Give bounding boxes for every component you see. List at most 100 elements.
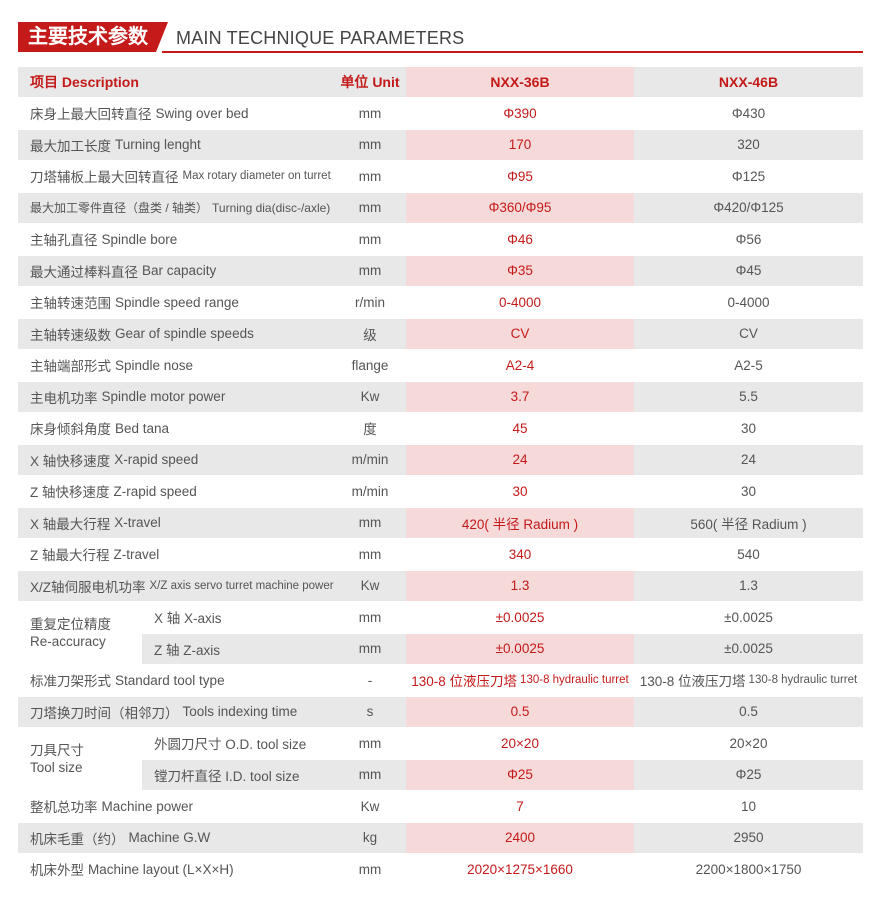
table-row: X 轴 X-axis mm ±0.0025 ±0.0025: [18, 602, 863, 634]
description-cn: X/Z轴伺服电机功率: [30, 579, 146, 595]
description-en: Turning lenght: [115, 137, 201, 153]
row-value-model-a: 130-8 位液压刀塔 130-8 hydraulic turret: [406, 665, 634, 695]
value-text: 45: [512, 420, 528, 436]
table-row: Z 轴最大行程 Z-travel mm 340 540: [18, 539, 863, 571]
description-cn: 标准刀架形式: [30, 674, 111, 690]
description-cn: 整机总功率: [30, 800, 98, 816]
row-description: 标准刀架形式 Standard tool type: [18, 666, 334, 696]
value-text: 0.5: [510, 704, 530, 720]
row-unit: mm: [358, 200, 382, 216]
row-value-model-a: CV: [406, 319, 634, 349]
value-text: Φ430: [731, 105, 766, 121]
description-cn: 主轴端部形式: [30, 359, 111, 375]
row-value-model-a: 420( 半径 Radium ): [406, 508, 634, 538]
row-value-model-b: ±0.0025: [724, 641, 773, 657]
row-unit: Kw: [360, 578, 380, 594]
table-row: 床身上最大回转直径 Swing over bed mm Φ390 Φ430: [18, 98, 863, 130]
value-text: 5.5: [739, 389, 758, 405]
row-unit: mm: [358, 641, 382, 657]
row-description: X/Z轴伺服电机功率 X/Z axis servo turret machine …: [18, 571, 334, 601]
row-unit: mm: [358, 263, 382, 279]
table-row: 主轴孔直径 Spindle bore mm Φ46 Φ56: [18, 224, 863, 256]
value-text: 340: [508, 546, 532, 562]
value-text: 30: [740, 483, 757, 499]
row-value-model-b: 24: [634, 445, 863, 475]
group-label: 刀具尺寸 Tool size: [18, 728, 142, 790]
row-unit: mm: [358, 231, 382, 247]
description-cn: 机床毛重（约）: [30, 831, 125, 847]
description-cn: 主轴转速级数: [30, 327, 111, 343]
description-en: Turning dia(disc-/axle): [212, 200, 331, 215]
value-text: 420( 半径 Radium ): [461, 516, 579, 532]
row-value-model-a: ±0.0025: [406, 634, 634, 664]
parameters-table: 项目 Description 单位 Unit NXX-36B NXX-46B 床…: [18, 67, 863, 886]
table-row: 外圆刀尺寸 O.D. tool size mm 20×20 20×20: [18, 728, 863, 760]
value-text: 10: [740, 798, 757, 814]
title-english: MAIN TECHNIQUE PARAMETERS: [176, 28, 465, 48]
row-unit: mm: [358, 861, 382, 877]
title-underline: [162, 51, 863, 53]
description-cn: 主轴孔直径: [30, 233, 98, 249]
row-description: 床身上最大回转直径 Swing over bed: [18, 99, 334, 129]
row-unit: mm: [358, 609, 382, 625]
row-description: 机床毛重（约） Machine G.W: [18, 823, 334, 853]
value-text: 130-8 位液压刀塔: [411, 674, 518, 690]
row-unit: s: [366, 704, 374, 720]
section-header: 主要技术参数 MAIN TECHNIQUE PARAMETERS: [18, 18, 863, 54]
row-value-model-a: ±0.0025: [406, 602, 634, 632]
row-description: X 轴最大行程 X-travel: [18, 508, 334, 538]
table-row: 最大加工长度 Turning lenght mm 170 320: [18, 130, 863, 162]
description-cn: 床身上最大回转直径: [30, 107, 152, 123]
value-text: 1.3: [510, 578, 530, 594]
value-text: 1.3: [739, 578, 758, 594]
value-note: 130-8 hydraulic turret: [520, 674, 629, 687]
description-cn: 主电机功率: [30, 390, 98, 406]
row-description: 主轴孔直径 Spindle bore: [18, 225, 334, 255]
table-row: 机床毛重（约） Machine G.W kg 2400 2950: [18, 823, 863, 855]
value-text: 560( 半径 Radium ): [690, 516, 807, 532]
value-text: A2-4: [505, 357, 535, 373]
table-header-row: 项目 Description 单位 Unit NXX-36B NXX-46B: [18, 67, 863, 99]
row-sub-description: 外圆刀尺寸 O.D. tool size: [154, 737, 307, 753]
description-en: Gear of spindle speeds: [115, 326, 254, 342]
description-en: Spindle bore: [101, 231, 178, 247]
table-row: 主轴转速级数 Gear of spindle speeds 级 CV CV: [18, 319, 863, 351]
row-value-model-b: 10: [634, 792, 863, 822]
table-row: 主轴转速范围 Spindle speed range r/min 0-4000 0-40…: [18, 287, 863, 319]
row-value-model-b: Φ56: [634, 225, 863, 255]
row-value-model-b: Φ125: [634, 162, 863, 192]
row-sub-description: X 轴 X-axis: [154, 611, 222, 627]
row-value-model-a: Φ95: [406, 161, 634, 191]
group-label-cn: 重复定位精度: [30, 617, 111, 632]
value-text: A2-5: [734, 357, 763, 373]
value-text: Φ420/Φ125: [713, 200, 784, 216]
table-row: 机床外型 Machine layout (L×X×H) mm 2020×1275×16…: [18, 854, 863, 886]
row-description: 主轴转速级数 Gear of spindle speeds: [18, 319, 334, 349]
row-unit: mm: [358, 767, 382, 783]
description-en: Spindle nose: [115, 357, 194, 373]
description-en: Machine layout (L×X×H): [88, 861, 234, 877]
row-value-model-a: 7: [406, 791, 634, 821]
row-value-model-b: Φ25: [735, 767, 762, 783]
value-text: 130-8 位液压刀塔: [639, 674, 746, 690]
value-text: 2950: [733, 830, 764, 846]
column-header-model-a: NXX-36B: [406, 67, 634, 97]
row-unit: Kw: [360, 389, 380, 405]
row-value-model-a: 3.7: [406, 382, 634, 412]
row-value-model-b: 540: [634, 540, 863, 570]
row-description: 刀塔换刀时间（相邻刀） Tools indexing time: [18, 697, 334, 727]
description-cn: 最大通过棒料直径: [30, 264, 138, 280]
description-en: Swing over bed: [155, 105, 249, 121]
row-value-model-b: Φ420/Φ125: [634, 193, 863, 223]
value-text: 170: [508, 137, 532, 153]
table-row: 最大加工零件直径（盘类 / 轴类） Turning dia(disc-/axle)…: [18, 193, 863, 225]
description-en: Tools indexing time: [182, 704, 298, 720]
row-value-model-a: 30: [406, 476, 634, 506]
row-description: X 轴快移速度 X-rapid speed: [18, 445, 334, 475]
row-value-model-a: 170: [406, 130, 634, 160]
table-row: 标准刀架形式 Standard tool type -130-8 位液压刀塔 130-…: [18, 665, 863, 697]
column-header-model-b: NXX-46B: [718, 73, 779, 90]
row-description: 机床外型 Machine layout (L×X×H): [18, 855, 334, 885]
value-text: Φ45: [735, 263, 762, 279]
row-description: 刀塔辅板上最大回转直径 Max rotary diameter on turret: [18, 162, 334, 192]
